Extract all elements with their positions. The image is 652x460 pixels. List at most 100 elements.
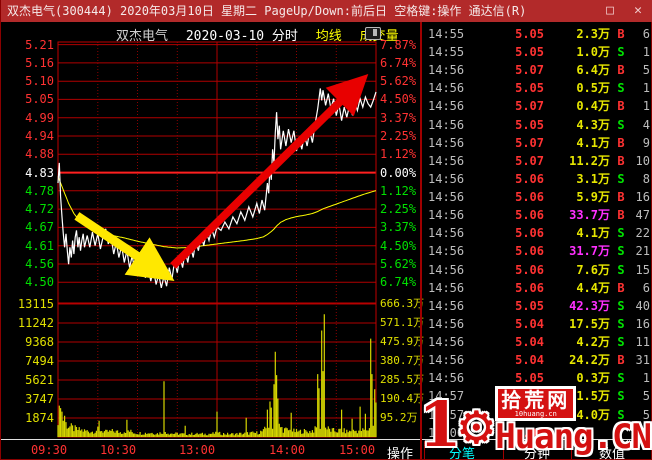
time-tick-label: 10:30 — [99, 443, 137, 457]
trade-row[interactable]: 14:56 5.04 17.5万 S 16 — [424, 315, 652, 333]
trade-row[interactable]: 14:56 5.05 0.3万 S 1 — [424, 369, 652, 387]
percent-axis-label: 7.87% — [380, 37, 417, 52]
footer-divider — [424, 441, 425, 459]
trade-row[interactable]: 14:56 5.05 42.3万 S 40 — [424, 297, 652, 315]
trade-price: 5.07 — [515, 153, 544, 168]
trade-row[interactable]: 14:56 5.06 7.6万 S 15 — [424, 261, 652, 279]
trade-direction: S — [617, 407, 625, 422]
trade-row[interactable]: 14:56 5.07 11.2万 B 10 — [424, 152, 652, 170]
trade-row[interactable]: 14:56 5.06 31.7万 S 21 — [424, 242, 652, 260]
percent-axis-label: 1.12% — [380, 147, 417, 162]
trade-direction: S — [617, 171, 625, 186]
trade-row[interactable]: 14:56 5.04 4.2万 S 11 — [424, 333, 652, 351]
trade-price: 5.06 — [515, 171, 544, 186]
trade-row[interactable]: 14:55 5.05 2.3万 B 6 — [424, 25, 652, 43]
amount-axis-label: 475.9万 — [380, 335, 425, 348]
trade-count: 5 — [642, 407, 650, 422]
percent-axis-label: 1.12% — [380, 183, 417, 198]
price-axis-label: 4.56 — [25, 256, 54, 271]
trade-row[interactable]: 14:56 5.05 0.5万 S 1 — [424, 79, 652, 97]
trade-row[interactable]: 14:56 5.06 5.9万 B 16 — [424, 188, 652, 206]
trade-volume: 17.5万 — [569, 316, 610, 331]
trade-count: 5 — [642, 63, 650, 78]
trade-count: 1 — [642, 45, 650, 60]
trade-count: 1 — [642, 81, 650, 96]
trade-row[interactable]: 14:56 5.07 6.4万 B 5 — [424, 61, 652, 79]
trade-price: 5.05 — [515, 81, 544, 96]
trade-volume: 33.7万 — [569, 208, 610, 223]
red-up-arrow — [170, 74, 369, 269]
chart-tool-icon[interactable] — [365, 27, 381, 40]
trade-price: 5.07 — [515, 99, 544, 114]
price-axis-label: 4.78 — [25, 183, 54, 198]
trade-count: 15 — [635, 262, 650, 277]
maximize-button[interactable]: □ — [606, 3, 614, 18]
trade-price: 5.07 — [515, 63, 544, 78]
avg-line-legend[interactable]: 均线 — [315, 29, 342, 44]
trade-row[interactable]: 14:56 5.06 4.4万 B 6 — [424, 279, 652, 297]
price-axis-label: 4.94 — [25, 129, 54, 143]
tab-shuzhi[interactable]: 数值 — [598, 447, 626, 460]
price-axis-label: 4.99 — [25, 110, 54, 125]
trade-direction: B — [617, 135, 625, 150]
trade-time: 14:56 — [428, 298, 465, 313]
stock-name-label: 双杰电气 — [116, 29, 169, 44]
trade-volume: 5.9万 — [576, 190, 610, 205]
tab-fenbi[interactable]: 分笔 — [448, 447, 476, 460]
trade-row[interactable]: 14:56 5.06 33.7万 B 47 — [424, 206, 652, 224]
trade-row[interactable]: 14:56 5.07 4.1万 B 9 — [424, 134, 652, 152]
trade-direction: S — [617, 316, 625, 331]
trade-count: 11 — [635, 335, 650, 350]
trade-time: 14:56 — [428, 208, 465, 223]
chart-header: 双杰电气 2020-03-10 分时 均线 成交量 — [116, 25, 399, 44]
trade-price: 5.06 — [515, 280, 544, 295]
trade-row[interactable]: 14:55 5.05 1.0万 S 1 — [424, 43, 652, 61]
price-axis-label: 4.83 — [25, 165, 54, 180]
trade-list-panel: 14:55 5.05 2.3万 B 6 14:55 5.05 1.0万 S 1 14:56 5.07 6… — [424, 25, 652, 441]
price-axis-label: 5.21 — [25, 37, 54, 52]
trade-volume: 4.0万 — [576, 407, 610, 422]
trade-price: 5.06 — [515, 262, 544, 277]
trade-price: 5.06 — [515, 190, 544, 205]
price-axis-label: 4.50 — [25, 275, 54, 290]
trade-row[interactable]: 14:56 5.04 24.2万 B 31 — [424, 351, 652, 369]
gear-icon: ⚙ — [459, 393, 494, 458]
time-tick-label: 09:30 — [30, 443, 68, 457]
operate-button[interactable]: 操作 — [386, 447, 414, 460]
amount-axis-label: 285.5万 — [380, 373, 425, 386]
trade-direction: S — [617, 81, 625, 96]
trade-direction: B — [617, 99, 625, 114]
trade-direction: S — [617, 117, 625, 132]
trade-direction: S — [617, 226, 625, 241]
trade-price: 5.05 — [515, 117, 544, 132]
trade-time: 14:56 — [428, 190, 465, 205]
footer-divider — [571, 441, 572, 459]
trade-row[interactable]: 14:56 5.05 4.3万 S 4 — [424, 116, 652, 134]
trade-time: 14:56 — [428, 226, 465, 241]
shihuang-watermark: 1 ⚙ 拾荒网 10huang.cn Huang.CN — [418, 386, 652, 460]
trade-price: 5.04 — [515, 353, 544, 368]
trade-direction: S — [617, 335, 625, 350]
trade-direction: B — [617, 27, 625, 41]
close-button[interactable]: ✕ — [634, 3, 642, 18]
trade-count: 5 — [642, 389, 650, 404]
trade-volume: 4.3万 — [576, 117, 610, 132]
trade-count: 16 — [635, 316, 650, 331]
trade-row[interactable]: 14:56 5.06 3.1万 S 8 — [424, 170, 652, 188]
volume-axis-label: 9368 — [25, 335, 54, 349]
trade-volume: 42.3万 — [569, 298, 610, 313]
trade-count: 1 — [642, 371, 650, 386]
watermark-brand: Huang.CN — [495, 417, 652, 457]
trade-count: 86 — [635, 425, 650, 440]
trade-row[interactable]: 14:56 5.07 0.4万 B 1 — [424, 97, 652, 115]
percent-axis-label: 5.62% — [380, 74, 417, 89]
watermark-digit-one: 1 — [418, 388, 462, 460]
trade-time: 14:56 — [428, 81, 465, 96]
trade-time: 14:56 — [428, 335, 465, 350]
trade-time: 14:56 — [428, 244, 465, 259]
trade-volume: 4.1万 — [576, 226, 610, 241]
trade-price: 5.06 — [515, 208, 544, 223]
trade-row[interactable]: 14:56 5.06 4.1万 S 22 — [424, 224, 652, 242]
tab-fenzhong[interactable]: 分钟 — [523, 447, 551, 460]
trade-row[interactable]: 15:00 5.05 86 — [424, 424, 652, 442]
